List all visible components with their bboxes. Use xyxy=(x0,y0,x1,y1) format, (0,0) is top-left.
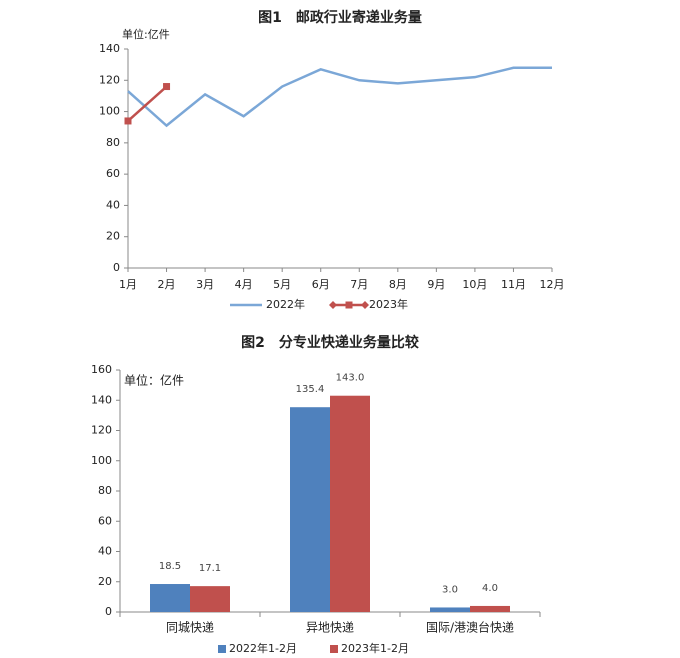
x-tick-label: 12月 xyxy=(540,278,565,291)
series-line xyxy=(127,66,552,128)
value-label: 4.0 xyxy=(482,583,498,594)
bar xyxy=(190,586,230,612)
legend-label: 2023年 xyxy=(369,297,408,311)
y-tick-label: 80 xyxy=(98,484,112,497)
point-marker xyxy=(124,117,132,125)
y-tick-label: 80 xyxy=(106,136,120,149)
value-label: 135.4 xyxy=(296,384,325,395)
y-tick-label: 20 xyxy=(106,230,120,243)
x-tick-label: 同城快递 xyxy=(166,621,214,635)
legend-label: 2023年1-2月 xyxy=(341,641,409,655)
x-tick-label: 11月 xyxy=(501,278,526,291)
legend-marker xyxy=(345,301,353,309)
y-tick-label: 140 xyxy=(99,42,120,55)
value-label: 3.0 xyxy=(442,584,458,595)
legend-swatch xyxy=(218,645,226,653)
y-tick-label: 20 xyxy=(98,575,112,588)
x-tick-label: 国际/港澳台快递 xyxy=(426,620,514,635)
bar xyxy=(150,584,190,612)
x-tick-label: 异地快递 xyxy=(306,621,354,635)
y-tick-label: 100 xyxy=(99,105,120,118)
series-line xyxy=(127,85,168,122)
x-tick-label: 1月 xyxy=(119,278,137,291)
legend-swatch xyxy=(330,645,338,653)
point-marker xyxy=(163,83,171,91)
bar xyxy=(290,407,330,612)
x-tick-label: 7月 xyxy=(350,278,368,291)
y-tick-label: 60 xyxy=(106,167,120,180)
bar xyxy=(330,395,370,612)
unit-label: 单位:亿件 xyxy=(122,27,170,41)
value-label: 18.5 xyxy=(159,561,181,572)
y-tick-label: 160 xyxy=(91,363,112,376)
value-label: 17.1 xyxy=(199,563,221,574)
legend-marker xyxy=(361,301,369,309)
y-tick-label: 140 xyxy=(91,393,112,406)
y-tick-label: 100 xyxy=(91,454,112,467)
x-tick-label: 9月 xyxy=(427,278,445,291)
bar xyxy=(470,605,510,612)
x-tick-label: 10月 xyxy=(462,278,487,291)
y-tick-label: 0 xyxy=(105,605,112,618)
x-tick-label: 2月 xyxy=(158,278,176,291)
y-tick-label: 40 xyxy=(98,545,112,558)
y-tick-label: 60 xyxy=(98,514,112,527)
legend-label: 2022年1-2月 xyxy=(229,641,297,655)
x-tick-label: 5月 xyxy=(273,278,291,291)
y-tick-label: 120 xyxy=(99,73,120,86)
x-tick-label: 8月 xyxy=(389,278,407,291)
x-tick-label: 3月 xyxy=(196,278,214,291)
y-tick-label: 40 xyxy=(106,198,120,211)
y-tick-label: 0 xyxy=(113,261,120,274)
value-label: 143.0 xyxy=(336,373,365,384)
legend-marker xyxy=(329,301,337,309)
legend-label: 2022年 xyxy=(266,297,305,311)
chart-title: 图1 邮政行业寄递业务量 xyxy=(258,9,422,26)
y-tick-label: 120 xyxy=(91,424,112,437)
x-tick-label: 6月 xyxy=(312,278,330,291)
x-tick-label: 4月 xyxy=(235,278,253,291)
chart-title: 图2 分专业快递业务量比较 xyxy=(241,334,419,351)
bar xyxy=(430,607,470,612)
unit-label: 单位：亿件 xyxy=(124,373,184,388)
